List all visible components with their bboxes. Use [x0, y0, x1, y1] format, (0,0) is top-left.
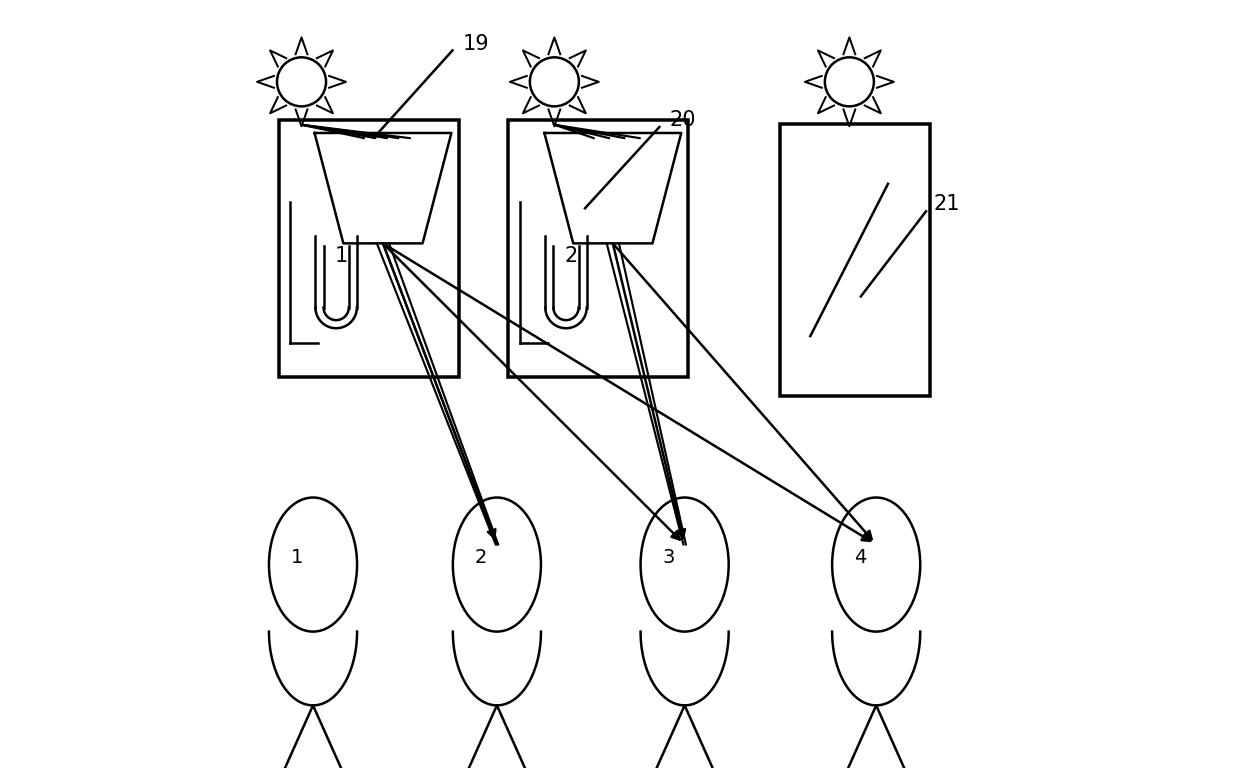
Bar — [508, 120, 689, 377]
Bar — [279, 120, 458, 377]
Text: 2: 2 — [565, 246, 579, 266]
Text: 3: 3 — [663, 548, 675, 568]
Text: 20: 20 — [669, 110, 696, 130]
Text: 1: 1 — [335, 246, 348, 266]
Text: 21: 21 — [934, 195, 960, 215]
Text: 19: 19 — [462, 34, 489, 54]
Text: 1: 1 — [291, 548, 304, 568]
Text: 2: 2 — [475, 548, 487, 568]
Text: 4: 4 — [854, 548, 866, 568]
Bar — [781, 124, 929, 396]
